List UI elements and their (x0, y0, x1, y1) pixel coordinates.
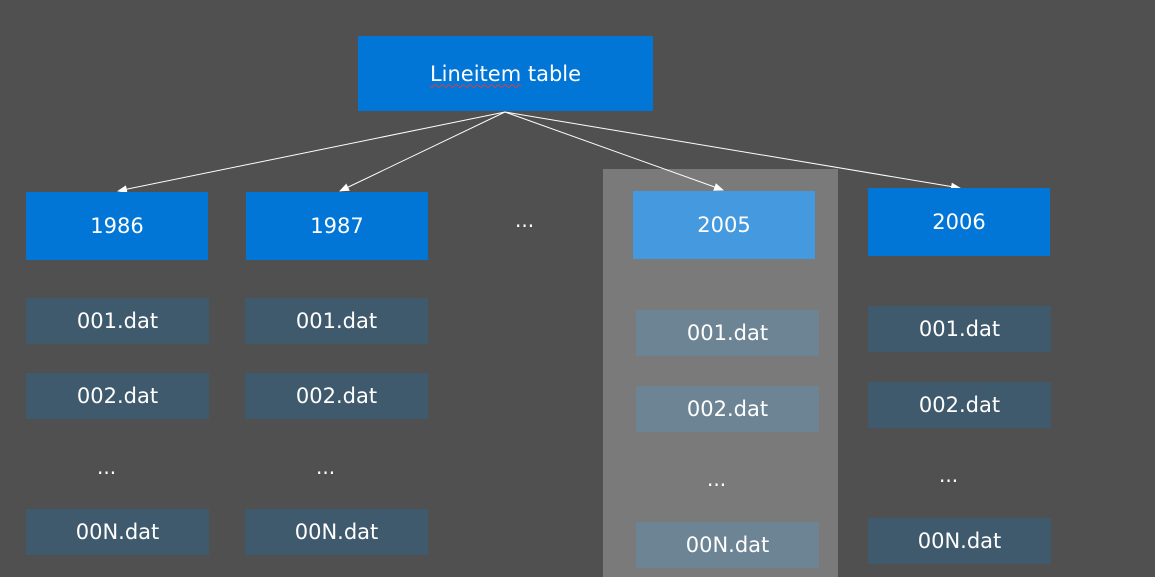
root-label-word: Lineitem (429, 61, 522, 86)
file-2005-00N: 00N.dat (636, 522, 819, 568)
year-box-2005: 2005 (633, 191, 815, 259)
file-2006-001: 001.dat (868, 306, 1051, 352)
file-1986-002: 002.dat (26, 373, 209, 419)
file-1986-001: 001.dat (26, 298, 209, 344)
file-2005-002: 002.dat (636, 386, 819, 432)
file-2006-00N: 00N.dat (868, 518, 1051, 564)
arrow-to-1986 (117, 111, 506, 194)
file-2005-001: 001.dat (636, 310, 819, 356)
file-1986-00N: 00N.dat (26, 509, 209, 555)
year-box-2006: 2006 (868, 188, 1050, 256)
files-2006-ellipsis: ... (939, 463, 959, 487)
year-box-1987: 1987 (246, 192, 428, 260)
file-1987-00N: 00N.dat (245, 509, 428, 555)
file-1987-001: 001.dat (245, 298, 428, 344)
arrow-to-1987 (339, 111, 506, 192)
year-box-1986: 1986 (26, 192, 208, 260)
files-1987-ellipsis: ... (316, 455, 336, 479)
arrow-to-2006 (504, 111, 961, 191)
arrow-to-2005 (504, 111, 724, 191)
root-label-rest: table (521, 61, 582, 86)
files-1986-ellipsis: ... (97, 455, 117, 479)
years-ellipsis: ... (515, 208, 535, 232)
files-2005-ellipsis: ... (707, 467, 727, 491)
file-2006-002: 002.dat (868, 382, 1051, 428)
lineitem-table-box: Lineitem table (358, 36, 653, 111)
file-1987-002: 002.dat (245, 373, 428, 419)
